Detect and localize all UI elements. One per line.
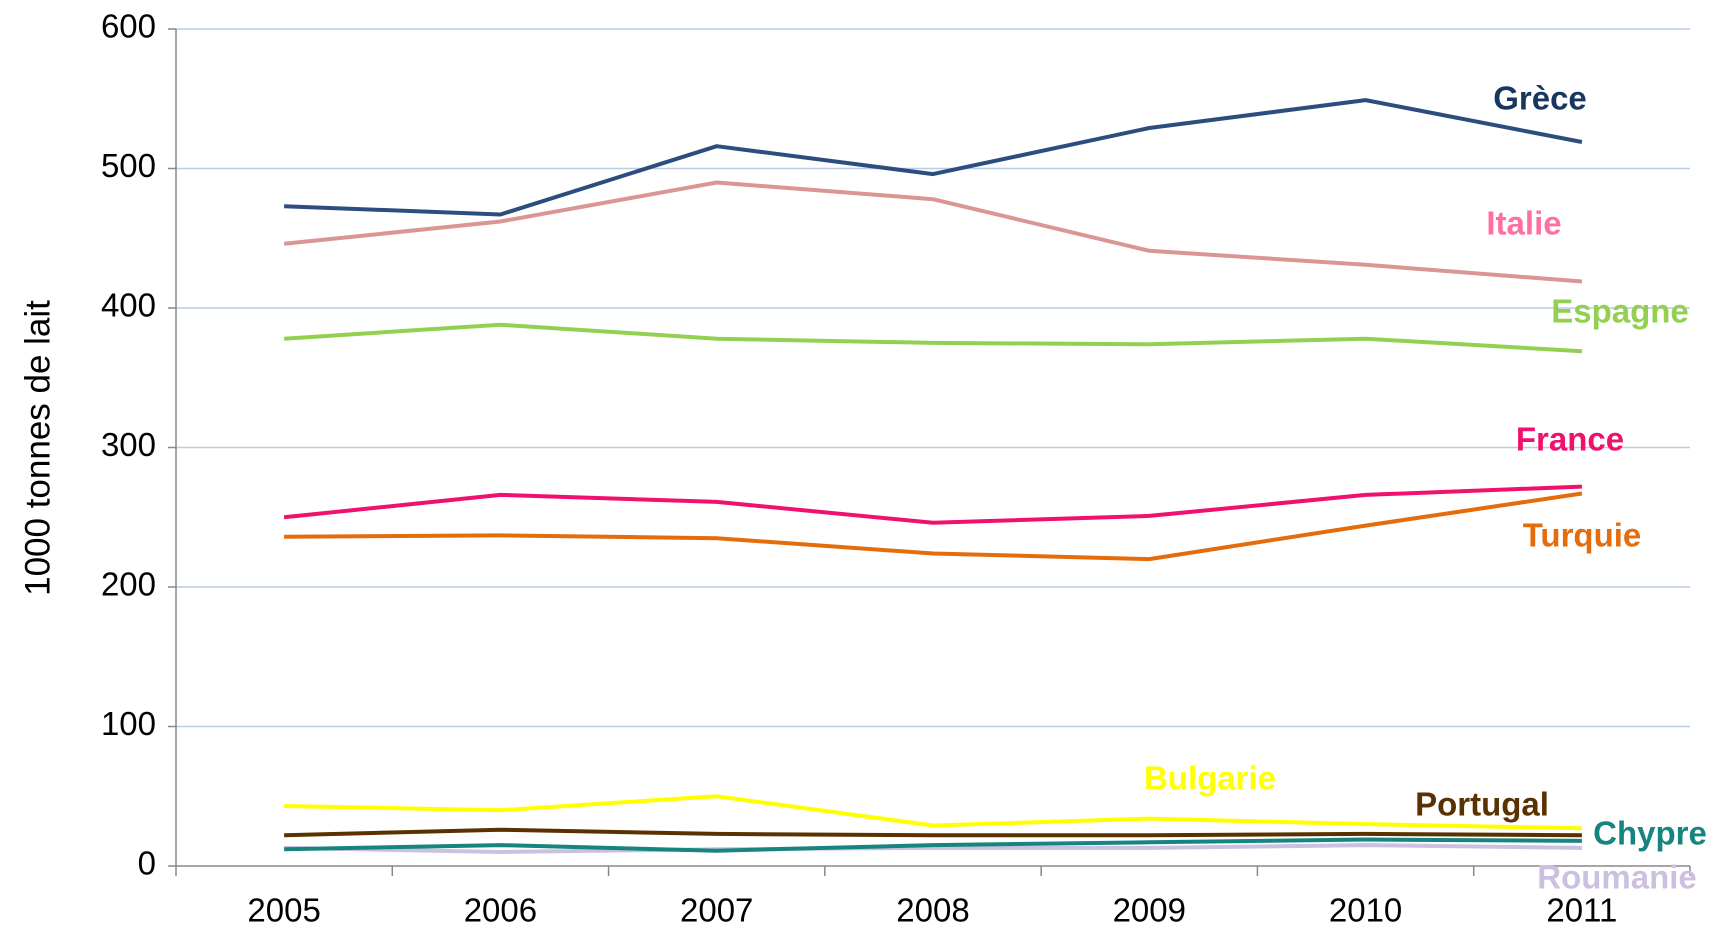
- y-axis-label: 1000 tonnes de lait: [18, 300, 57, 596]
- x-tick-label: 2008: [896, 892, 969, 929]
- series-label: Espagne: [1551, 293, 1689, 330]
- series-label: Chypre: [1593, 815, 1707, 852]
- x-tick-label: 2009: [1113, 892, 1186, 929]
- y-tick-label: 300: [101, 426, 156, 463]
- series-line: [283, 322, 1583, 354]
- series-label: Roumanie: [1537, 859, 1697, 896]
- series-line: [284, 794, 1582, 831]
- series-line: [284, 837, 1582, 853]
- series-label: Grèce: [1493, 80, 1587, 117]
- series-label: Italie: [1486, 205, 1561, 242]
- series-line: [283, 484, 1582, 525]
- series-line: [284, 491, 1583, 562]
- series-label: Portugal: [1415, 786, 1549, 823]
- x-tick-label: 2007: [680, 892, 753, 929]
- series-label: Turquie: [1523, 517, 1642, 554]
- x-tick-label: 2005: [247, 892, 320, 929]
- y-tick-label: 500: [101, 147, 156, 184]
- y-tick-label: 400: [101, 287, 156, 324]
- x-tick-label: 2010: [1329, 892, 1402, 929]
- y-tick-label: 200: [101, 566, 156, 603]
- y-tick-label: 0: [138, 845, 156, 882]
- x-tick-label: 2011: [1546, 892, 1617, 929]
- series-line: [284, 843, 1582, 854]
- series-line: [284, 827, 1582, 838]
- series-line: [284, 98, 1583, 217]
- y-tick-label: 100: [101, 705, 156, 742]
- series-line: [283, 180, 1583, 284]
- series-label: Bulgarie: [1144, 760, 1276, 797]
- x-tick-label: 2006: [464, 892, 537, 929]
- series-label: France: [1516, 421, 1624, 458]
- y-tick-label: 600: [101, 8, 156, 45]
